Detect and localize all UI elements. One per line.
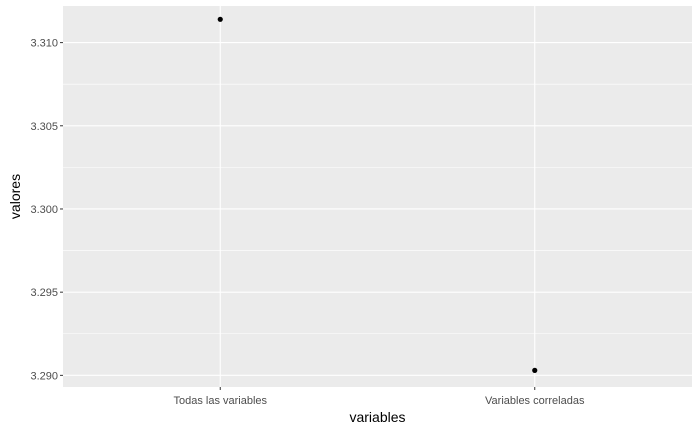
y-tick-label: 3.310 bbox=[30, 38, 58, 50]
y-tick-label: 3.295 bbox=[30, 287, 58, 299]
y-axis-ticks: 3.290 3.295 3.300 3.305 3.310 bbox=[30, 38, 63, 382]
major-gridlines bbox=[63, 6, 692, 387]
x-tick-label: Todas las variables bbox=[173, 395, 267, 407]
data-point bbox=[532, 367, 538, 373]
minor-gridlines bbox=[63, 83, 692, 335]
x-axis-title: variables bbox=[349, 409, 405, 425]
data-points bbox=[217, 16, 538, 373]
y-tick-label: 3.300 bbox=[30, 204, 58, 216]
y-tick-label: 3.305 bbox=[30, 121, 58, 133]
data-point bbox=[217, 16, 223, 22]
x-axis-ticks: Todas las variables Variables correladas bbox=[173, 387, 585, 407]
plot-panel bbox=[63, 6, 692, 387]
y-tick-label: 3.290 bbox=[30, 370, 58, 382]
y-axis-title: valores bbox=[7, 174, 23, 219]
x-tick-label: Variables correladas bbox=[485, 395, 585, 407]
